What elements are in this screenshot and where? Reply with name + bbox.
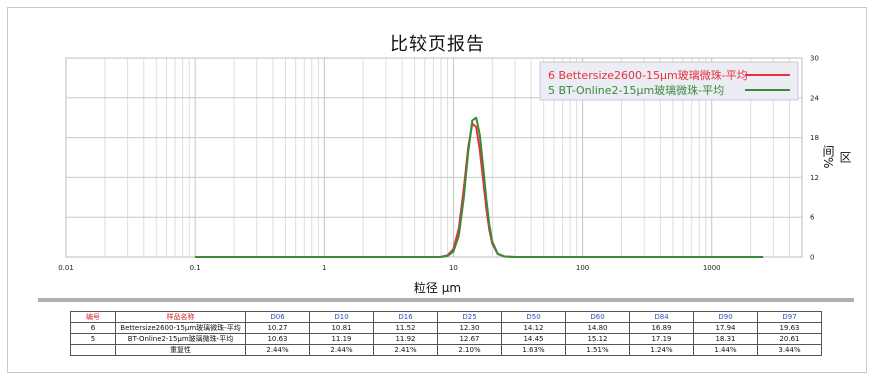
- table-cell: 2.41%: [373, 344, 438, 356]
- legend: 6 Bettersize2600-15μm玻璃微珠-平均5 BT-Online2…: [539, 61, 799, 101]
- x-tick-label: 10: [449, 264, 458, 272]
- header-cell: D06: [245, 311, 310, 323]
- table-cell: 20.61: [757, 333, 822, 345]
- table-cell: 14.12: [501, 322, 566, 334]
- series-line: [195, 122, 764, 258]
- header-cell: D84: [629, 311, 694, 323]
- legend-entry: 5 BT-Online2-15μm玻璃微珠-平均: [548, 83, 724, 97]
- header-cell: D25: [437, 311, 502, 323]
- x-axis-label: 粒径 μm: [413, 281, 462, 295]
- series-lines: [195, 116, 764, 258]
- table-cell: 11.52: [373, 322, 438, 334]
- header-cell: D10: [309, 311, 374, 323]
- x-tick-label: 1000: [703, 264, 721, 272]
- x-tick-label: 1: [322, 264, 326, 272]
- table-cell: 1.24%: [629, 344, 694, 356]
- table-row: 6 Bettersize2600-15μm玻璃微珠-平均 10.27 10.81…: [70, 322, 822, 334]
- x-tick-label: 0.1: [190, 264, 201, 272]
- x-tick-label: 100: [576, 264, 589, 272]
- legend-entry: 6 Bettersize2600-15μm玻璃微珠-平均: [548, 68, 748, 82]
- header-cell: 编号: [70, 311, 116, 323]
- y-tick-label: 24: [810, 94, 819, 102]
- table-cell: BT-Online2-15μm玻璃微珠-平均: [115, 333, 246, 345]
- table-cell: 19.63: [757, 322, 822, 334]
- table-cell: 12.30: [437, 322, 502, 334]
- table-cell: 10.63: [245, 333, 310, 345]
- table-cell: 10.27: [245, 322, 310, 334]
- table-cell: 11.19: [309, 333, 374, 345]
- table-cell: 14.80: [565, 322, 630, 334]
- header-cell: 样品名称: [115, 311, 246, 323]
- table-cell: 2.44%: [245, 344, 310, 356]
- y-tick-label: 6: [810, 214, 815, 222]
- section-divider: [38, 298, 854, 302]
- table-cell: 1.63%: [501, 344, 566, 356]
- table-cell: 重复性: [115, 344, 246, 356]
- table-cell: 12.67: [437, 333, 502, 345]
- header-cell: D50: [501, 311, 566, 323]
- table-cell: 6: [70, 322, 116, 334]
- grid: [65, 57, 803, 258]
- y-axis-label: 区间%: [821, 145, 852, 169]
- table-cell: 10.81: [309, 322, 374, 334]
- report-frame: [7, 7, 867, 373]
- table-cell: 5: [70, 333, 116, 345]
- series-line: [195, 116, 764, 258]
- legend-box: [539, 61, 799, 101]
- table-cell: [70, 344, 116, 356]
- table-cell: Bettersize2600-15μm玻璃微珠-平均: [115, 322, 246, 334]
- axis-ticks: 0.01 0.1 1 10 100 1000 0 6 12 18 24 30: [58, 55, 819, 273]
- table-cell: 15.12: [565, 333, 630, 345]
- table-cell: 17.94: [693, 322, 758, 334]
- header-cell: D16: [373, 311, 438, 323]
- table-cell: 17.19: [629, 333, 694, 345]
- chart-title: 比较页报告: [390, 34, 485, 55]
- table-row: 5 BT-Online2-15μm玻璃微珠-平均 10.63 11.19 11.…: [70, 333, 822, 345]
- table-cell: 1.51%: [565, 344, 630, 356]
- header-cell: D97: [757, 311, 822, 323]
- table-cell: 18.31: [693, 333, 758, 345]
- table-cell: 2.44%: [309, 344, 374, 356]
- table-cell: 14.45: [501, 333, 566, 345]
- y-tick-label: 18: [810, 134, 819, 142]
- x-tick-label: 0.01: [58, 264, 74, 272]
- table-cell: 2.10%: [437, 344, 502, 356]
- header-cell: D60: [565, 311, 630, 323]
- table-cell: 11.92: [373, 333, 438, 345]
- statistics-table: 编号 样品名称 D06 D10 D16 D25 D50 D60 D84 D90 …: [70, 311, 822, 356]
- table-header-row: 编号 样品名称 D06 D10 D16 D25 D50 D60 D84 D90 …: [70, 311, 822, 323]
- table-cell: 16.89: [629, 322, 694, 334]
- y-tick-label: 30: [810, 55, 819, 63]
- y-tick-label: 12: [810, 174, 819, 182]
- table-cell: 3.44%: [757, 344, 822, 356]
- table-row: 重复性 2.44% 2.44% 2.41% 2.10% 1.63% 1.51% …: [70, 344, 822, 356]
- y-tick-label: 0: [810, 254, 814, 262]
- distribution-chart: 0.01 0.1 1 10 100 1000 0 6 12 18 24 30 6 Bettersize…: [58, 55, 819, 273]
- table-cell: 1.44%: [693, 344, 758, 356]
- header-cell: D90: [693, 311, 758, 323]
